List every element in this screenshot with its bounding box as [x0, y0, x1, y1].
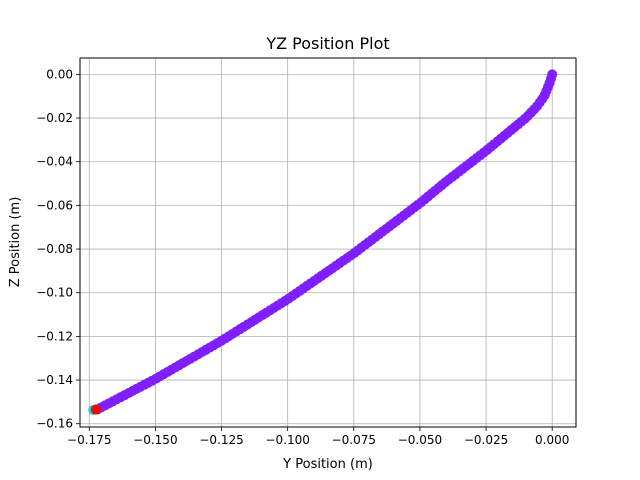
- x-tick-label: −0.150: [133, 433, 177, 447]
- y-tick-label: −0.04: [36, 155, 73, 169]
- data-points: [92, 69, 558, 415]
- chart-title: YZ Position Plot: [265, 34, 389, 53]
- y-tick-label: −0.10: [36, 286, 73, 300]
- y-axis-label: Z Position (m): [8, 197, 23, 288]
- x-axis-label: Y Position (m): [282, 457, 373, 472]
- x-tick-label: −0.025: [464, 433, 508, 447]
- y-tick-label: −0.02: [36, 111, 73, 125]
- y-tick-label: −0.14: [36, 373, 73, 387]
- x-tick-label: −0.050: [398, 433, 442, 447]
- y-tick-label: −0.16: [36, 417, 73, 431]
- endpoint-markers: [88, 404, 101, 415]
- y-tick-label: −0.08: [36, 242, 73, 256]
- y-tick-label: 0.00: [46, 67, 73, 81]
- plot-frame: [79, 57, 577, 428]
- x-tick-label: −0.125: [199, 433, 243, 447]
- x-tick-label: 0.000: [535, 433, 569, 447]
- x-axis-ticks: −0.175 −0.150 −0.125 −0.100 −0.075 −0.050 −0.0…: [67, 427, 569, 447]
- x-tick-label: −0.100: [265, 433, 309, 447]
- y-tick-label: −0.12: [36, 329, 73, 343]
- y-tick-label: −0.06: [36, 198, 73, 212]
- x-tick-label: −0.175: [67, 433, 111, 447]
- grid: [80, 58, 576, 427]
- end-marker: [90, 404, 101, 415]
- x-tick-label: −0.075: [332, 433, 376, 447]
- y-axis-ticks: 0.00 −0.02 −0.04 −0.06 −0.08 −0.10 −0.12 −0.14 −…: [36, 67, 80, 431]
